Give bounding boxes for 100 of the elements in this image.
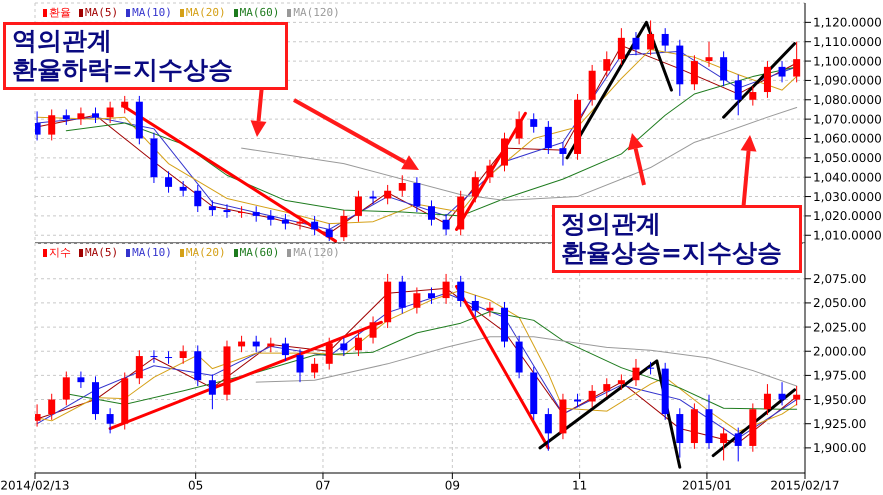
candlestick — [662, 28, 669, 52]
x-tick-label: 2015/02/17 — [770, 478, 840, 493]
candlestick — [428, 286, 435, 304]
y-tick-label: 2,000.00 — [813, 344, 866, 358]
candlestick — [77, 107, 84, 126]
candlestick — [647, 361, 654, 375]
candlestick — [252, 335, 260, 353]
candlestick — [150, 350, 158, 364]
candlestick — [354, 190, 362, 222]
x-tick-label: 09 — [444, 478, 460, 493]
candlestick — [764, 384, 771, 416]
y-tick-label: 1,050.0000 — [813, 151, 882, 166]
candlestick — [413, 286, 420, 314]
y-tick-label: 1,080.0000 — [813, 93, 882, 108]
candlestick — [62, 108, 70, 126]
candlestick — [778, 382, 786, 406]
candlestick — [165, 350, 172, 364]
candlestick — [413, 176, 420, 213]
legend-label: MA(60) — [238, 5, 280, 20]
candlestick — [632, 358, 640, 387]
line-series — [241, 107, 798, 201]
candlestick — [267, 210, 274, 226]
candlestick — [720, 50, 728, 87]
y-tick-label: 1,030.0000 — [813, 190, 882, 204]
candlestick — [442, 213, 450, 236]
candlestick — [647, 20, 654, 56]
candlestick — [530, 112, 538, 134]
candlestick — [267, 337, 274, 353]
annotation: 정의관계 환율상승=지수상승 — [552, 205, 802, 272]
candlestick — [208, 374, 216, 410]
candlestick — [62, 371, 70, 406]
candlestick — [340, 210, 348, 242]
x-tick-label: 11 — [572, 478, 588, 493]
candlestick — [223, 204, 230, 218]
candlestick — [238, 335, 246, 353]
candlestick — [136, 350, 143, 385]
candlestick — [472, 294, 479, 317]
candlestick — [457, 275, 464, 308]
candlestick — [574, 393, 582, 408]
candlestick — [282, 337, 289, 362]
candlestick — [35, 404, 41, 428]
candlestick — [603, 378, 610, 398]
candlestick — [35, 110, 41, 141]
candlestick — [544, 120, 552, 154]
candlestick — [180, 180, 187, 198]
y-tick-label: 2,075.00 — [813, 272, 866, 286]
y-tick-label: 1,040.0000 — [813, 170, 882, 184]
candlestick — [690, 54, 698, 91]
candlestick — [311, 215, 318, 236]
candlestick — [106, 408, 114, 434]
x-tick-label: 2015/01 — [682, 478, 732, 493]
x-tick-label: 07 — [315, 478, 331, 493]
legend-label: MA(20) — [184, 245, 226, 260]
candlestick — [48, 108, 56, 141]
x-tick-label: 05 — [188, 478, 204, 493]
candlestick — [370, 190, 377, 205]
candlestick — [618, 374, 625, 390]
candlestick — [734, 427, 742, 462]
candlestick — [296, 215, 304, 230]
candlestick — [398, 174, 406, 198]
candlestick — [326, 337, 333, 370]
candlestick — [778, 60, 786, 83]
y-tick-label: 1,900.00 — [813, 441, 866, 456]
legend-label: 환율 — [48, 5, 71, 20]
candlestick — [92, 107, 100, 124]
candlestick — [282, 213, 289, 230]
y-tick-label: 1,925.00 — [813, 416, 866, 431]
candlestick — [208, 200, 216, 216]
candlestick — [486, 301, 494, 317]
y-tick-label: 1,110.0000 — [813, 34, 882, 49]
legend-label: MA(5) — [84, 5, 118, 20]
candlestick — [311, 358, 318, 379]
candlestick — [632, 32, 640, 56]
candlestick — [603, 50, 610, 78]
candlestick — [734, 74, 742, 116]
candlestick — [77, 371, 84, 388]
candlestick — [544, 408, 552, 452]
candlestick — [749, 86, 756, 106]
candlestick — [252, 206, 260, 222]
candlestick — [194, 184, 202, 213]
legend-label: MA(60) — [238, 245, 280, 260]
y-tick-label: 1,120.0000 — [813, 16, 882, 30]
candlestick — [472, 170, 479, 203]
candlestick — [793, 386, 800, 406]
y-tick-label: 1,070.0000 — [813, 112, 882, 126]
candlestick — [326, 223, 333, 242]
candlestick — [354, 331, 362, 357]
x-tick-label: 2014/02/13 — [0, 478, 70, 493]
y-tick-label: 1,100.0000 — [813, 54, 882, 68]
y-tick-label: 1,010.0000 — [813, 228, 882, 243]
y-tick-label: 2,050.00 — [813, 296, 866, 310]
legend-label: 지수 — [48, 245, 71, 260]
candlestick — [48, 393, 56, 420]
y-tick-label: 1,975.00 — [813, 368, 866, 383]
candlestick — [486, 159, 494, 184]
y-tick-label: 1,090.0000 — [813, 74, 882, 88]
legend-label: MA(20) — [184, 5, 226, 20]
legend-label: MA(10) — [131, 5, 172, 20]
candlestick — [180, 344, 187, 364]
candlestick — [720, 427, 728, 461]
